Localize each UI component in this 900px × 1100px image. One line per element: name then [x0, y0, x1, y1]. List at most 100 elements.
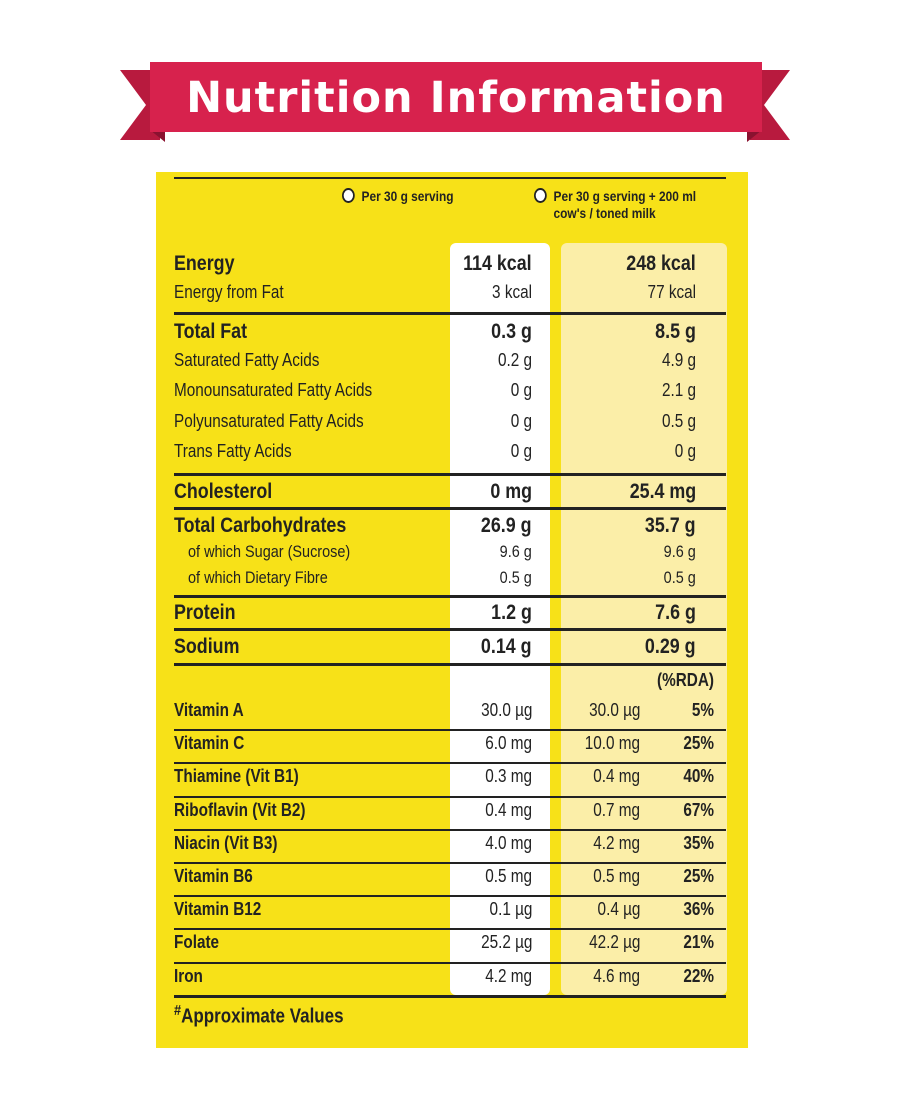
circle-icon: [534, 188, 547, 203]
with-milk-value: 42.2 µg: [588, 932, 640, 953]
with-milk-value: 0.5 mg: [593, 866, 640, 886]
vitamin-label: Vitamin C: [174, 733, 245, 754]
divider: [174, 895, 726, 898]
per-serving-value: 9.6 g: [499, 542, 532, 561]
with-milk-value: 4.9 g: [661, 350, 696, 370]
nutrient-label: Monounsaturated Fatty Acids: [174, 380, 373, 400]
divider: [174, 312, 726, 315]
divider: [174, 595, 726, 598]
with-milk-value: 8.5 g: [655, 320, 696, 343]
nutrient-label: Total Fat: [174, 320, 248, 343]
nutrient-label: Cholesterol: [174, 480, 273, 503]
divider: [174, 961, 726, 964]
with-milk-value: 248 kcal: [626, 252, 696, 275]
vitamin-label: Vitamin B6: [174, 866, 253, 886]
with-milk-value: 4.2 mg: [593, 832, 640, 853]
divider: [174, 473, 726, 476]
nutrient-label: Sodium: [174, 635, 240, 658]
vitamin-label: Thiamine (Vit B1): [174, 766, 299, 787]
per-serving-value: 25.2 µg: [480, 932, 532, 953]
nutrient-label: Energy: [174, 252, 235, 275]
divider: [174, 795, 726, 798]
divider: [174, 762, 726, 765]
rda-percent: 40%: [683, 766, 714, 787]
rda-percent: 25%: [683, 733, 714, 754]
nutrient-label: Saturated Fatty Acids: [174, 350, 320, 370]
rda-percent: 22%: [683, 965, 714, 986]
with-milk-value: 0.29 g: [645, 635, 696, 658]
with-milk-column: [561, 243, 727, 995]
rda-percent: 21%: [683, 932, 714, 953]
per-serving-header: Per 30 g serving: [342, 188, 453, 205]
nutrient-label: Trans Fatty Acids: [174, 441, 292, 461]
divider: [174, 862, 726, 864]
vitamin-label: Folate: [174, 932, 220, 953]
with-milk-value: 9.6 g: [663, 542, 696, 561]
with-milk-value: 0.4 µg: [597, 899, 640, 920]
per-serving-value: 0 g: [510, 441, 532, 461]
per-serving-value: 0 mg: [490, 480, 532, 503]
per-serving-value: 0.2 g: [497, 350, 532, 370]
circle-icon: [342, 188, 355, 203]
with-milk-value: 0.5 g: [663, 568, 696, 587]
per-serving-value: 3 kcal: [492, 282, 532, 302]
nutrition-panel: Per 30 g serving Per 30 g serving + 200 …: [156, 172, 748, 1048]
per-serving-value: 0 g: [510, 380, 532, 400]
per-serving-value: 0.5 g: [499, 568, 532, 587]
with-milk-value: 0.4 mg: [593, 766, 640, 787]
banner-title: Nutrition Information: [186, 73, 726, 123]
with-milk-value: 25.4 mg: [629, 480, 696, 503]
per-serving-value: 4.0 mg: [485, 832, 532, 853]
with-milk-value: 7.6 g: [655, 601, 696, 624]
rda-percent: 5%: [691, 700, 714, 720]
with-milk-value: 0 g: [674, 441, 696, 461]
rda-header: (%RDA): [657, 670, 714, 690]
per-serving-value: 114 kcal: [463, 252, 532, 275]
divider: [174, 729, 726, 732]
with-milk-value: 30.0 µg: [588, 700, 640, 720]
ribbon-shape: [120, 62, 790, 142]
per-serving-value: 0.3 mg: [485, 766, 532, 787]
per-serving-value: 0.5 mg: [485, 866, 532, 886]
with-milk-value: 10.0 mg: [584, 733, 640, 754]
with-milk-header: Per 30 g serving + 200 ml cow's / toned m…: [534, 188, 696, 222]
top-rule: [174, 177, 726, 179]
divider: [174, 928, 726, 931]
per-serving-value: 30.0 µg: [480, 700, 532, 720]
with-milk-value: 0.5 g: [661, 411, 696, 431]
with-milk-value: 77 kcal: [647, 282, 696, 302]
divider: [174, 663, 726, 666]
with-milk-value: 0.7 mg: [593, 799, 640, 820]
per-serving-value: 0.1 µg: [489, 899, 532, 920]
rda-percent: 25%: [683, 866, 714, 886]
vitamin-label: Vitamin B12: [174, 899, 262, 920]
per-serving-value: 0 g: [510, 411, 532, 431]
per-serving-value: 0.14 g: [481, 635, 532, 658]
per-serving-value: 26.9 g: [481, 514, 532, 537]
divider: [174, 995, 726, 998]
nutrient-label: of which Dietary Fibre: [188, 568, 328, 587]
vitamin-label: Vitamin A: [174, 700, 244, 720]
title-banner: Nutrition Information: [0, 0, 900, 160]
with-milk-value: 2.1 g: [661, 380, 696, 400]
nutrient-label: of which Sugar (Sucrose): [188, 542, 351, 561]
per-serving-value: 0.3 g: [491, 320, 532, 343]
vitamin-label: Niacin (Vit B3): [174, 832, 278, 853]
rda-percent: 35%: [683, 832, 714, 853]
per-serving-value: 0.4 mg: [485, 799, 532, 820]
divider: [174, 828, 726, 831]
footnote: #Approximate Values: [174, 1002, 344, 1028]
nutrient-label: Polyunsaturated Fatty Acids: [174, 411, 364, 431]
nutrient-label: Energy from Fat: [174, 282, 284, 302]
per-serving-column: [450, 243, 550, 995]
divider: [174, 507, 726, 510]
with-milk-value: 4.6 mg: [593, 965, 640, 986]
per-serving-value: 6.0 mg: [485, 733, 532, 754]
per-serving-value: 1.2 g: [491, 601, 532, 624]
vitamin-label: Iron: [174, 965, 203, 986]
nutrient-label: Total Carbohydrates: [174, 514, 347, 537]
with-milk-value: 35.7 g: [645, 514, 696, 537]
nutrient-label: Protein: [174, 601, 236, 624]
per-serving-value: 4.2 mg: [485, 965, 532, 986]
rda-percent: 36%: [683, 899, 714, 920]
